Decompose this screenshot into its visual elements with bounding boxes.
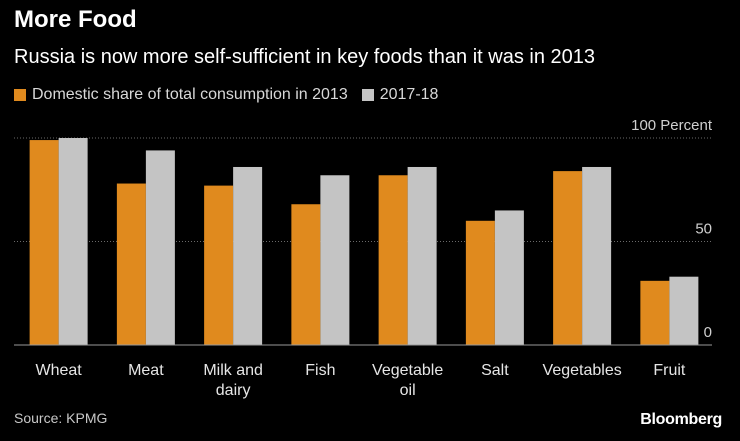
chart-title: More Food xyxy=(14,6,137,33)
x-tick-label: Milk and xyxy=(203,362,263,379)
legend: Domestic share of total consumption in 2… xyxy=(14,86,452,104)
bar-fruit-2017-18 xyxy=(669,276,699,345)
bar-vegetable-oil-2013 xyxy=(378,175,408,345)
legend-swatch-2017-18 xyxy=(361,89,374,101)
legend-label-2013: Domestic share of total consumption in 2… xyxy=(32,86,348,103)
bar-meat-2017-18 xyxy=(145,150,175,345)
bar-salt-2013 xyxy=(465,220,495,345)
x-tick-label: oil xyxy=(400,382,416,399)
bar-salt-2017-18 xyxy=(494,210,524,345)
bar-milk-and-dairy-2017-18 xyxy=(233,166,263,345)
x-tick-label: Meat xyxy=(128,362,164,379)
bar-milk-and-dairy-2013 xyxy=(204,185,234,345)
bar-fruit-2013 xyxy=(640,280,670,345)
bar-fish-2013 xyxy=(291,204,321,345)
bar-wheat-2017-18 xyxy=(58,138,88,345)
bar-meat-2013 xyxy=(116,183,146,345)
legend-entry-2013: Domestic share of total consumption in 2… xyxy=(14,86,348,104)
bar-vegetables-2017-18 xyxy=(582,166,612,345)
y-tick-label-100: 100 Percent xyxy=(631,117,713,134)
bar-vegetables-2013 xyxy=(553,171,583,345)
x-tick-label: Fish xyxy=(305,362,335,379)
chart-subtitle: Russia is now more self-sufficient in ke… xyxy=(14,46,596,68)
bar-wheat-2013 xyxy=(29,140,59,345)
bar-vegetable-oil-2017-18 xyxy=(407,166,437,345)
x-tick-label: Vegetables xyxy=(543,362,622,379)
legend-label-2017-18: 2017-18 xyxy=(379,86,439,103)
source-note: Source: KPMG xyxy=(14,410,108,426)
y-tick-label-0: 0 xyxy=(704,324,712,341)
x-tick-label: dairy xyxy=(216,382,251,399)
x-tick-label: Fruit xyxy=(653,362,686,379)
bloomberg-logo: Bloomberg xyxy=(640,411,722,428)
x-tick-label: Vegetable xyxy=(372,362,443,379)
x-tick-label: Salt xyxy=(481,362,509,379)
x-tick-label: Wheat xyxy=(36,362,83,379)
legend-swatch-2013 xyxy=(14,89,26,101)
bar-fish-2017-18 xyxy=(320,175,350,345)
y-tick-label-50: 50 xyxy=(695,221,712,238)
legend-entry-2017-18: 2017-18 xyxy=(361,86,439,104)
